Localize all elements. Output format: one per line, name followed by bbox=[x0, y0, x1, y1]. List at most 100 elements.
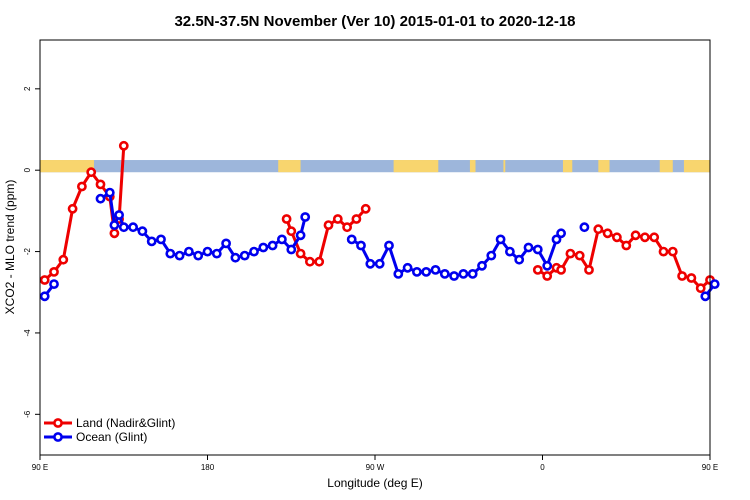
series-1-point-2-18 bbox=[514, 254, 525, 265]
series-0-point-0-5 bbox=[86, 167, 97, 178]
land-band-4 bbox=[503, 160, 506, 173]
series-1-point-2-3 bbox=[374, 258, 385, 269]
series-1-point-1-0 bbox=[95, 193, 106, 204]
land-band-6 bbox=[598, 160, 610, 173]
y-tick-label-2: -2 bbox=[23, 247, 32, 255]
series-1-point-3-0 bbox=[579, 222, 590, 233]
series-1-point-2-11 bbox=[449, 271, 459, 281]
y-tick-label-1: 0 bbox=[23, 167, 32, 172]
series-0-point-2-13 bbox=[649, 232, 660, 243]
x-axis: 90 E 180 90 W 0 90 E bbox=[32, 455, 718, 472]
series-1-point-1-7 bbox=[146, 236, 157, 247]
series-1 bbox=[39, 187, 720, 302]
series-0-point-2-12 bbox=[640, 232, 650, 243]
series-1-point-2-22 bbox=[551, 234, 562, 245]
series-1-point-1-18 bbox=[249, 246, 259, 257]
series-1-point-2-15 bbox=[486, 250, 497, 261]
series-1-point-1-8 bbox=[156, 234, 166, 245]
series-0-point-0-4 bbox=[77, 181, 87, 192]
x-tick-label-4: 90 E bbox=[702, 463, 718, 472]
legend-marker-1 bbox=[53, 432, 63, 442]
x-tick-label-0: 90 E bbox=[32, 463, 48, 472]
series-1-point-1-3 bbox=[114, 210, 124, 220]
series-0-point-2-4 bbox=[565, 248, 576, 259]
series-0-point-2-1 bbox=[542, 271, 553, 281]
land-band-2 bbox=[393, 160, 439, 173]
series-1-point-2-17 bbox=[504, 246, 515, 257]
series-1-point-0-1 bbox=[49, 279, 59, 289]
land-ocean-strip bbox=[40, 160, 710, 173]
series-0-point-1-0 bbox=[281, 214, 292, 224]
y-tick-label-4: -6 bbox=[23, 410, 32, 418]
series-1-point-2-2 bbox=[365, 258, 376, 269]
series-0-point-1-7 bbox=[342, 222, 352, 233]
y-axis: 2 0 -2 -4 -6 bbox=[23, 86, 40, 418]
series-0-point-0-1 bbox=[49, 266, 59, 277]
series-0-point-2-14 bbox=[658, 246, 669, 257]
y-tick-label-3: -4 bbox=[23, 329, 32, 337]
series-1-point-1-22 bbox=[286, 244, 297, 255]
land-band-5 bbox=[562, 160, 573, 173]
series-1-point-2-6 bbox=[402, 262, 413, 273]
series-1-point-1-5 bbox=[128, 222, 138, 233]
series-0-point-1-6 bbox=[332, 214, 343, 224]
series-0 bbox=[39, 140, 715, 294]
land-band-3 bbox=[469, 160, 476, 173]
series-0-point-2-3 bbox=[556, 264, 566, 275]
series-0-point-1-1 bbox=[286, 226, 297, 237]
series-1-point-4-0 bbox=[700, 291, 711, 302]
series-0-point-2-8 bbox=[602, 228, 613, 239]
series-0-point-2-0 bbox=[532, 264, 543, 275]
series-0-point-2-18 bbox=[695, 283, 706, 294]
series-1-point-1-15 bbox=[221, 238, 231, 249]
series-1-point-2-8 bbox=[421, 266, 432, 277]
series-1-point-1-9 bbox=[165, 248, 176, 259]
series-1-point-1-10 bbox=[174, 250, 185, 261]
series-1-point-2-9 bbox=[430, 264, 441, 275]
series-1-point-2-13 bbox=[467, 268, 478, 279]
y-tick-label-0: 2 bbox=[23, 86, 32, 91]
series-1-point-2-21 bbox=[542, 260, 553, 271]
series-0-point-0-10 bbox=[118, 140, 129, 151]
series-1-point-1-6 bbox=[137, 226, 148, 237]
legend-marker-0 bbox=[53, 418, 63, 428]
series-0-point-2-16 bbox=[677, 271, 687, 281]
plot-frame bbox=[39, 39, 711, 456]
ocean-band bbox=[40, 160, 710, 173]
series-0-point-2-15 bbox=[667, 246, 678, 257]
series-0-point-2-17 bbox=[686, 273, 697, 283]
series-1-point-1-12 bbox=[193, 250, 204, 261]
series-0-point-0-0 bbox=[39, 275, 50, 285]
series-1-point-2-10 bbox=[439, 268, 450, 279]
series-0-point-0-2 bbox=[58, 254, 69, 265]
land-band-8 bbox=[683, 160, 710, 173]
series-1-point-2-19 bbox=[523, 242, 534, 253]
x-axis-label: Longitude (deg E) bbox=[327, 476, 422, 490]
series-1-point-2-23 bbox=[556, 228, 566, 239]
series-1-point-2-12 bbox=[458, 268, 469, 279]
series-1-point-2-1 bbox=[356, 240, 366, 251]
series-1-point-1-21 bbox=[276, 234, 287, 245]
series-0-point-0-3 bbox=[67, 203, 78, 214]
x-tick-label-1: 180 bbox=[201, 463, 215, 472]
series-1-point-1-11 bbox=[183, 246, 194, 257]
land-band-7 bbox=[659, 160, 673, 173]
legend-label-1: Ocean (Glint) bbox=[76, 430, 147, 444]
series-1-point-2-7 bbox=[411, 266, 422, 277]
series-1-point-1-23 bbox=[295, 230, 306, 241]
series-0-point-1-3 bbox=[304, 256, 315, 267]
series-1-point-1-19 bbox=[258, 242, 269, 253]
series-0-point-0-6 bbox=[95, 179, 106, 190]
series-layer bbox=[39, 140, 720, 302]
series-0-point-1-2 bbox=[295, 248, 306, 259]
series-1-point-0-0 bbox=[39, 291, 50, 302]
series-0-point-2-5 bbox=[574, 250, 585, 261]
series-1-point-1-1 bbox=[104, 187, 115, 198]
series-1-point-1-14 bbox=[211, 248, 222, 259]
series-1-line-2 bbox=[350, 232, 563, 278]
series-1-point-1-13 bbox=[202, 246, 213, 257]
x-tick-label-3: 0 bbox=[540, 463, 545, 472]
series-1-point-1-24 bbox=[300, 212, 311, 222]
chart-title: 32.5N-37.5N November (Ver 10) 2015-01-01… bbox=[174, 13, 575, 30]
